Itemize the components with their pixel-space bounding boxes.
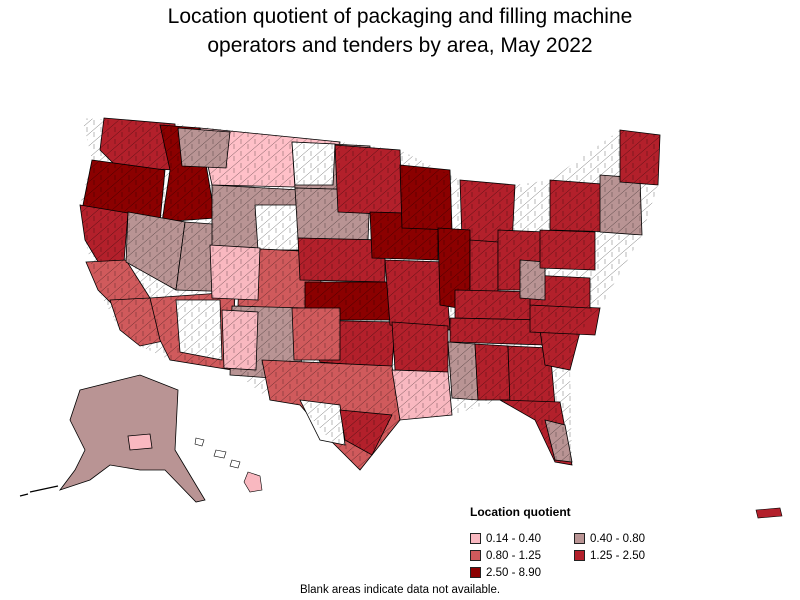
county-texture	[80, 118, 660, 470]
legend-swatch-0-14-0-40	[470, 533, 481, 544]
legend-label-2-50-8-90: 2.50 - 8.90	[486, 566, 541, 579]
legend-swatch-2-50-8-90	[470, 567, 481, 578]
legend-label-0-14-0-40: 0.14 - 0.40	[486, 532, 541, 545]
region-hawaii-big-island	[243, 471, 263, 493]
legend-swatch-1-25-2-50	[574, 550, 585, 561]
hawaii	[194, 437, 263, 493]
alaska-islands	[19, 485, 59, 497]
title-line-1: Location quotient of packaging and filli…	[167, 5, 633, 28]
map-title: Location quotient of packaging and filli…	[0, 2, 800, 60]
legend-title: Location quotient	[470, 505, 571, 519]
legend-swatch-0-80-1-25	[470, 550, 481, 561]
blank-areas-note: Blank areas indicate data not available.	[299, 584, 501, 596]
region-hawaii-small-islands	[194, 437, 241, 469]
alaska	[19, 374, 206, 503]
legend-label-0-80-1-25: 0.80 - 1.25	[486, 549, 541, 562]
legend-swatch-0-40-0-80	[574, 533, 585, 544]
legend-label-1-25-2-50: 1.25 - 2.50	[590, 549, 645, 562]
legend-label-0-40-0-80: 0.40 - 0.80	[590, 532, 645, 545]
legend-item-0-14-0-40: 0.14 - 0.40	[470, 531, 574, 546]
legend-item-2-50-8-90: 2.50 - 8.90	[470, 565, 574, 580]
legend-item-0-40-0-80: 0.40 - 0.80	[574, 531, 684, 546]
puerto-rico	[755, 507, 783, 519]
region-alaska-pink	[127, 433, 153, 451]
legend-item-1-25-2-50: 1.25 - 2.50	[574, 548, 684, 563]
legend-item-0-80-1-25: 0.80 - 1.25	[470, 548, 574, 563]
title-line-2: operators and tenders by area, May 2022	[207, 34, 593, 57]
region-puerto-rico	[755, 507, 783, 519]
legend: Location quotient 0.14 - 0.40 0.40 - 0.8…	[470, 505, 700, 580]
legend-grid: 0.14 - 0.40 0.40 - 0.80 0.80 - 1.25 1.25…	[470, 531, 700, 580]
